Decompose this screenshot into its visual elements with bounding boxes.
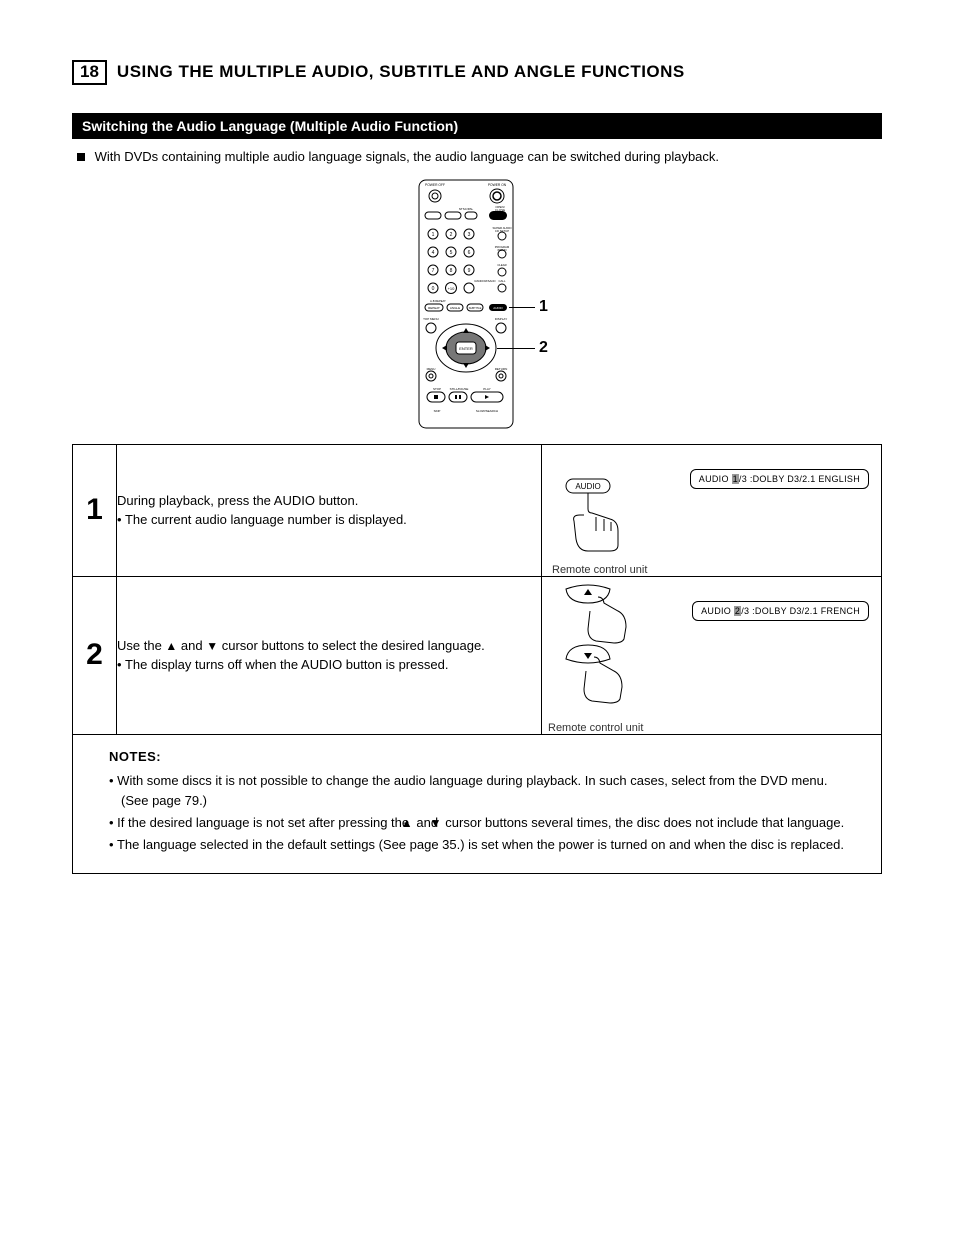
callout-2: 2: [539, 339, 548, 357]
svg-text:6: 6: [468, 250, 471, 256]
table-row: 1 During playback, press the AUDIO butto…: [73, 444, 882, 576]
osd-display-2: AUDIO 2/3 :DOLBY D3/2.1 FRENCH: [692, 601, 869, 621]
svg-text:RANDOM/SACD: RANDOM/SACD: [475, 279, 496, 283]
list-item: • The language selected in the default s…: [109, 835, 845, 855]
notes-box: NOTES: • With some discs it is not possi…: [72, 735, 882, 875]
svg-text:PLAY: PLAY: [483, 387, 490, 391]
svg-text:2: 2: [450, 232, 453, 238]
svg-text:9: 9: [468, 268, 471, 274]
svg-text:AUDIO: AUDIO: [493, 306, 503, 310]
svg-text:STILL/PAUSE: STILL/PAUSE: [450, 387, 469, 391]
label-power-off: POWER OFF: [425, 183, 445, 187]
svg-text:1: 1: [432, 232, 435, 238]
svg-text:SUBTITLE: SUBTITLE: [469, 306, 482, 310]
callout-line-2: [497, 348, 535, 349]
svg-text:STOP: STOP: [433, 387, 441, 391]
audio-button-label: AUDIO: [575, 482, 600, 491]
svg-text:CALL: CALL: [499, 279, 506, 283]
callout-1: 1: [539, 298, 548, 316]
svg-text:0: 0: [432, 286, 435, 292]
square-bullet-icon: [77, 153, 85, 161]
svg-text:MENU: MENU: [427, 367, 436, 371]
step2-main: Use the ▲ and ▼ cursor buttons to select…: [117, 636, 541, 656]
illus-caption-2: Remote control unit: [548, 722, 881, 734]
svg-text:SKIP: SKIP: [434, 409, 441, 413]
svg-text:+10: +10: [448, 286, 456, 291]
osd-display-1: AUDIO 1/3 :DOLBY D3/2.1 ENGLISH: [690, 469, 869, 489]
svg-text:TOP MENU: TOP MENU: [423, 317, 439, 321]
subsection-bar: Switching the Audio Language (Multiple A…: [72, 113, 882, 139]
svg-text:NTSC/PAL: NTSC/PAL: [459, 207, 474, 211]
svg-text:7: 7: [432, 268, 435, 274]
svg-text:ENTER: ENTER: [459, 346, 473, 351]
hand-press-audio-icon: AUDIO: [552, 475, 642, 555]
svg-text:REPEAT: REPEAT: [428, 306, 440, 310]
illus-caption-1: Remote control unit: [552, 564, 881, 576]
step1-main: During playback, press the AUDIO button.: [117, 491, 541, 511]
hand-press-cursor-icon: [548, 583, 648, 713]
step-number: 2: [73, 576, 117, 734]
svg-text:CLEAR: CLEAR: [497, 263, 506, 267]
down-triangle-icon: ▼: [206, 640, 218, 652]
svg-text:SLOW/SEARCH: SLOW/SEARCH: [476, 409, 498, 413]
svg-text:5: 5: [450, 250, 453, 256]
step2-sub: • The display turns off when the AUDIO b…: [117, 655, 541, 675]
callout-line-1: [509, 307, 535, 308]
list-item: • With some discs it is not possible to …: [109, 771, 845, 811]
intro-text: With DVDs containing multiple audio lang…: [95, 149, 719, 164]
step-instruction-cell: Use the ▲ and ▼ cursor buttons to select…: [117, 576, 542, 734]
svg-text:3: 3: [468, 232, 471, 238]
remote-svg: POWER OFF POWER ON NTSC/PAL OPEN/ CLOSE …: [417, 178, 537, 430]
section-header: 18 USING THE MULTIPLE AUDIO, SUBTITLE AN…: [72, 60, 882, 85]
step-instruction-cell: During playback, press the AUDIO button.…: [117, 444, 542, 576]
section-title: USING THE MULTIPLE AUDIO, SUBTITLE AND A…: [117, 62, 685, 82]
up-triangle-icon: ▲: [165, 640, 177, 652]
step-number: 1: [73, 444, 117, 576]
step-illustration-cell: AUDIO 1/3 :DOLBY D3/2.1 ENGLISH AUDIO Re…: [542, 444, 882, 576]
svg-text:8: 8: [450, 268, 453, 274]
remote-illustration: POWER OFF POWER ON NTSC/PAL OPEN/ CLOSE …: [72, 178, 882, 430]
label-power-on: POWER ON: [488, 183, 507, 187]
svg-text:RETURN: RETURN: [495, 367, 508, 371]
table-row: 2 Use the ▲ and ▼ cursor buttons to sele…: [73, 576, 882, 734]
step1-sub: • The current audio language number is d…: [117, 510, 541, 530]
notes-heading: NOTES:: [109, 747, 845, 767]
step-illustration-cell: AUDIO 2/3 :DOLBY D3/2.1 FRENCH Remote co…: [542, 576, 882, 734]
svg-text:ANGLE: ANGLE: [450, 306, 460, 310]
svg-text:4: 4: [432, 250, 435, 256]
section-number-box: 18: [72, 60, 107, 85]
intro-paragraph: With DVDs containing multiple audio lang…: [77, 149, 882, 164]
svg-text:DISPLAY: DISPLAY: [495, 317, 507, 321]
list-item: • If the desired language is not set aft…: [109, 813, 845, 833]
steps-table: 1 During playback, press the AUDIO butto…: [72, 444, 882, 735]
notes-list: • With some discs it is not possible to …: [109, 771, 845, 856]
svg-text:A-B REPEAT: A-B REPEAT: [430, 299, 446, 303]
